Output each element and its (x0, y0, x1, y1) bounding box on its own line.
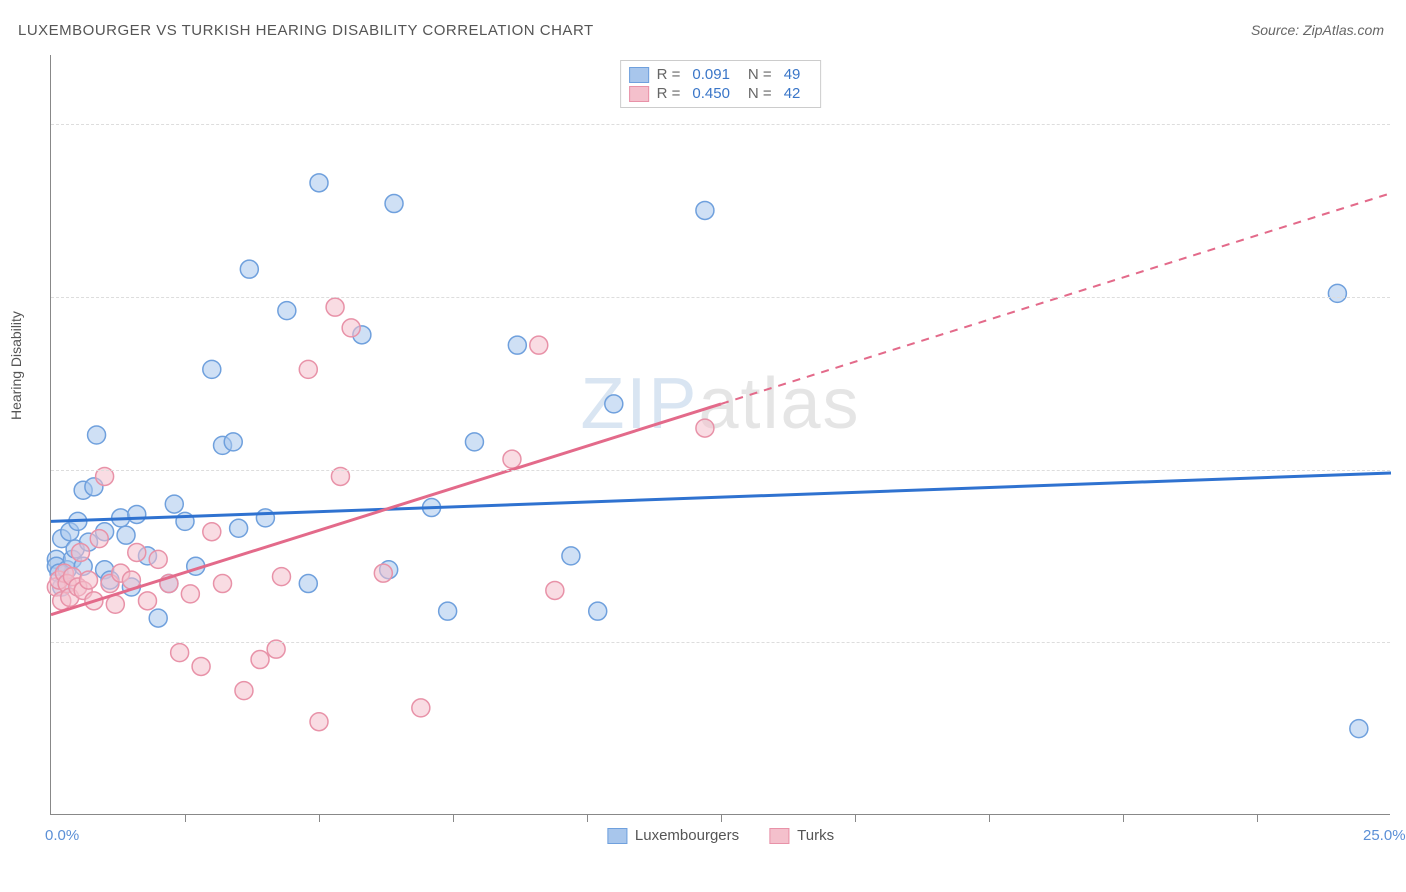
x-tick (989, 814, 990, 822)
x-tick (855, 814, 856, 822)
source-attribution: Source: ZipAtlas.com (1251, 22, 1384, 38)
swatch-icon (769, 828, 789, 844)
x-tick (319, 814, 320, 822)
chart-title: LUXEMBOURGER VS TURKISH HEARING DISABILI… (18, 22, 594, 39)
x-tick (1123, 814, 1124, 822)
gridline (51, 297, 1390, 298)
legend-item-turks: Turks (769, 827, 834, 844)
x-tick (1257, 814, 1258, 822)
y-tick-label: 10.0% (1395, 116, 1406, 133)
x-tick (453, 814, 454, 822)
gridline (51, 124, 1390, 125)
x-tick (185, 814, 186, 822)
scatter-svg (51, 55, 1390, 814)
legend-label: Turks (797, 827, 834, 844)
x-tick-label: 25.0% (1363, 827, 1406, 844)
swatch-icon (607, 828, 627, 844)
y-tick-label: 2.5% (1395, 634, 1406, 651)
y-axis-label: Hearing Disability (8, 311, 24, 420)
gridline (51, 642, 1390, 643)
legend-item-luxembourgers: Luxembourgers (607, 827, 739, 844)
y-tick-label: 7.5% (1395, 288, 1406, 305)
y-tick-label: 5.0% (1395, 461, 1406, 478)
chart-plot-area: ZIPatlas R = 0.091 N = 49 R = 0.450 N = … (50, 55, 1390, 815)
x-tick-label: 0.0% (45, 827, 79, 844)
legend-label: Luxembourgers (635, 827, 739, 844)
x-tick (587, 814, 588, 822)
gridline (51, 470, 1390, 471)
series-legend: Luxembourgers Turks (607, 827, 834, 844)
x-tick (721, 814, 722, 822)
